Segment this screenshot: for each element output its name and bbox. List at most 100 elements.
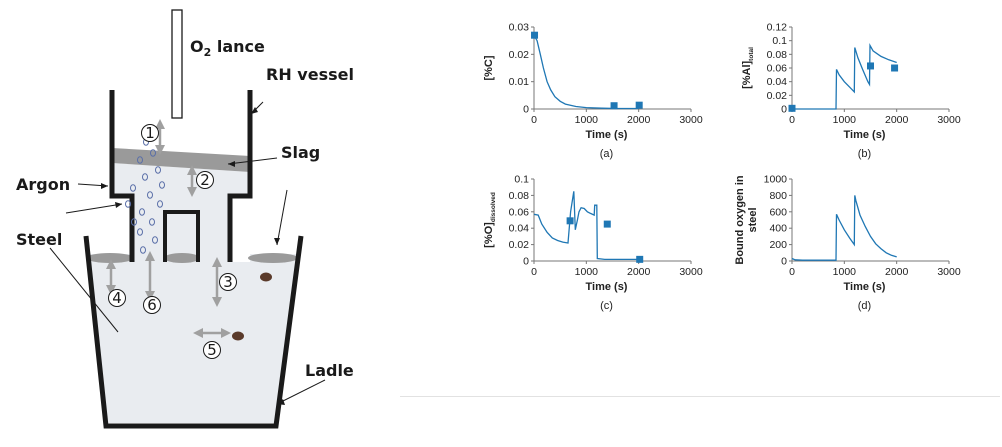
x-tick-label: 3000 — [937, 114, 961, 126]
marker-label-2: 2 — [200, 171, 210, 189]
marker-label-6: 6 — [147, 296, 157, 314]
y-tick-label: 0.01 — [509, 76, 530, 88]
y-tick-label: 0.08 — [509, 190, 530, 202]
x-tick-label: 1000 — [833, 114, 857, 126]
measured-point — [788, 104, 796, 112]
y-tick-label: 0.02 — [509, 239, 530, 251]
x-tick-label: 2000 — [885, 266, 909, 278]
slag-label: Slag — [281, 143, 320, 162]
measured-point — [610, 102, 618, 110]
ladle-slag-mid — [164, 253, 200, 263]
o2-lance — [171, 9, 183, 119]
charts-bottom-rule — [400, 396, 1000, 397]
y-tick-label: 0 — [781, 256, 787, 268]
transfer-arrows — [106, 119, 231, 338]
x-axis-label: Time (s) — [844, 281, 886, 293]
chart-d: 0 200 400 600 800 1000 0 1000 2000 3000 Time (s) Bo… — [734, 174, 961, 313]
rh-degasser-diagram: 1 2 3 4 5 6 O2 lance RH vessel Slag Argon Ste… — [16, 9, 354, 429]
marker-label-1: 1 — [145, 124, 155, 142]
y-tick-label: 0 — [781, 104, 787, 116]
chart-caption: (a) — [600, 148, 613, 160]
y-axis-label: [%O]dissolved — [483, 192, 497, 248]
y-tick-label: 0.03 — [509, 22, 530, 34]
x-tick-label: 0 — [531, 266, 537, 278]
model-line — [791, 195, 897, 261]
measured-point — [566, 217, 574, 225]
ladle-wall — [83, 235, 304, 429]
x-axis-label: Time (s) — [586, 129, 628, 141]
measured-point — [635, 101, 643, 109]
y-tick-label: 800 — [769, 190, 787, 202]
measured-point — [636, 255, 644, 263]
y-tick-label: 0.08 — [767, 49, 788, 61]
marker-label-5: 5 — [207, 341, 217, 359]
process-markers: 1 2 3 4 5 6 — [108, 124, 237, 359]
marker-circle-3 — [219, 273, 237, 291]
y-axis-label-line2: steel — [747, 207, 759, 232]
y-axis-label: [%Al]total — [741, 47, 755, 89]
steel-bath — [89, 254, 298, 423]
y-tick-label: 0.02 — [767, 90, 788, 102]
y-tick-label: 400 — [769, 223, 787, 235]
x-tick-label: 2000 — [885, 114, 909, 126]
y-tick-label: 0.12 — [767, 22, 788, 34]
rh-vessel-label: RH vessel — [266, 65, 354, 84]
marker-circle-4 — [108, 289, 126, 307]
marker-circle-5 — [203, 341, 221, 359]
x-tick-label: 3000 — [679, 114, 703, 126]
y-tick-label: 0.02 — [509, 49, 530, 61]
measured-point — [867, 62, 874, 70]
marker-circle-1 — [141, 124, 159, 142]
y-axis-label: [%C] — [483, 55, 495, 80]
x-axis-label: Time (s) — [586, 281, 628, 293]
x-tick-label: 1000 — [833, 266, 857, 278]
leader-lines — [49, 101, 326, 405]
o2-lance-label: O2 lance — [190, 37, 265, 59]
y-tick-label: 0.06 — [509, 206, 530, 218]
inclusion-bath — [232, 331, 244, 341]
y-tick-label: 1000 — [764, 174, 788, 186]
marker-circle-2 — [196, 171, 214, 189]
argon-bubbles — [125, 138, 165, 254]
x-tick-label: 0 — [789, 266, 795, 278]
vessel-wall-right — [227, 90, 253, 262]
y-tick-label: 0.06 — [767, 63, 788, 75]
model-line — [792, 42, 897, 110]
chart-b: 00.020.040.060.080.10.120 1000 2000 3000Tim… — [741, 22, 961, 161]
x-tick-label: 2000 — [627, 114, 651, 126]
x-tick-label: 2000 — [627, 266, 651, 278]
x-axis-label: Time (s) — [844, 129, 886, 141]
inclusion-ladle — [260, 272, 272, 282]
ladle-slag-left — [86, 253, 134, 263]
y-tick-label: 200 — [769, 239, 787, 251]
x-tick-label: 3000 — [679, 266, 703, 278]
y-tick-label: 0.04 — [509, 223, 530, 235]
x-tick-label: 1000 — [575, 266, 599, 278]
y-axis-label: Bound oxygen in — [734, 175, 746, 265]
chart-caption: (d) — [858, 300, 871, 312]
snorkel-down — [147, 208, 165, 262]
x-tick-label: 1000 — [575, 114, 599, 126]
vessel-wall-left — [109, 90, 135, 262]
y-tick-label: 0.1 — [514, 174, 529, 186]
chart-c: 0 0.02 0.04 0.06 0.08 0.1 0 1000 2000 3000 Time (s… — [483, 174, 703, 313]
marker-label-3: 3 — [223, 273, 233, 291]
chart-caption: (c) — [600, 300, 613, 312]
vessel-slag — [112, 148, 250, 172]
measured-point — [891, 64, 899, 72]
snorkel-inner — [163, 210, 200, 262]
y-tick-label: 600 — [769, 206, 787, 218]
y-tick-label: 0.1 — [772, 35, 787, 47]
y-tick-label: 0 — [523, 256, 529, 268]
chart-caption: (b) — [858, 148, 871, 160]
steel-label: Steel — [16, 230, 62, 249]
measured-point — [531, 31, 539, 39]
x-tick-label: 3000 — [937, 266, 961, 278]
model-line — [533, 34, 639, 110]
y-tick-label: 0 — [523, 104, 529, 116]
model-line — [533, 191, 639, 261]
marker-label-4: 4 — [112, 289, 122, 307]
y-tick-label: 0.04 — [767, 76, 788, 88]
